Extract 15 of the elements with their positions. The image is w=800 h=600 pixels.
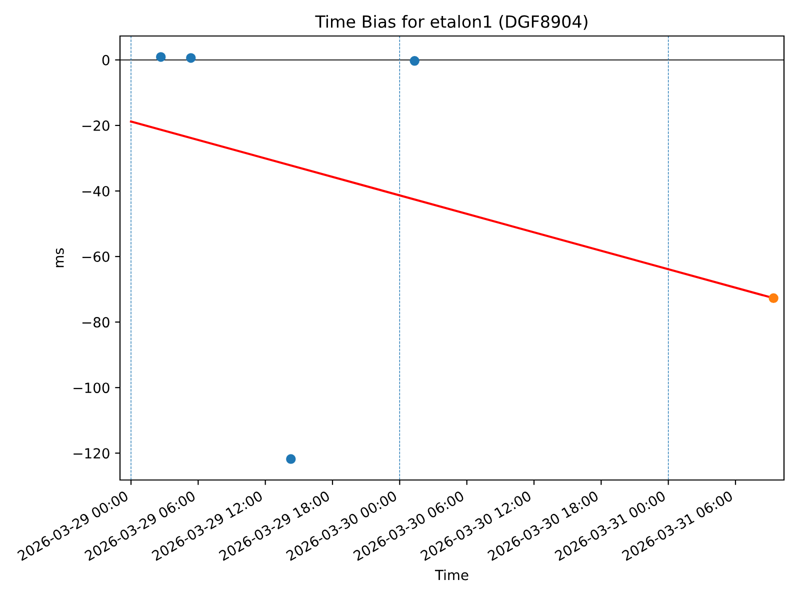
y-tick-label: −80 [82,317,110,328]
point [768,293,778,303]
y-axis-title: ms [56,248,64,268]
y-tick-label: −120 [74,448,110,459]
x-axis-title: Time [434,569,468,580]
y-tick-label: −60 [82,251,110,262]
y-tick-label: −20 [82,120,110,131]
y-tick-label: −40 [82,186,110,196]
point [286,454,296,464]
point [186,53,196,63]
y-tick-label: 0 [102,54,110,66]
point [410,56,420,66]
point [156,52,166,62]
chart-title: Time Bias for etalon1 (DGF8904) [315,15,588,30]
y-tick-label: −100 [74,382,110,394]
